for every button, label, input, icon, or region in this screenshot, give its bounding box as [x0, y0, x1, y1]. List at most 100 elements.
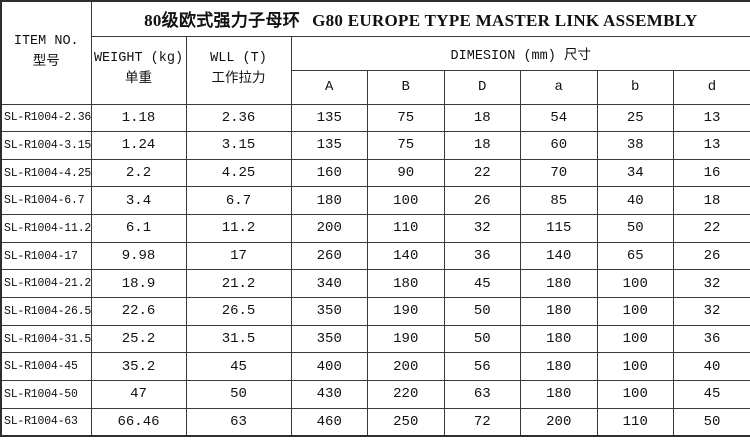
- item-no-cell: SL-R1004-3.15: [0, 131, 92, 160]
- dim-B-cell: 190: [367, 297, 445, 326]
- table-row: SL-R1004-17 9.98 17 260 140 36 140 65 26: [0, 241, 750, 271]
- dim-a-cell: 140: [520, 241, 598, 271]
- dim-d-cell: 13: [673, 103, 750, 133]
- table-row: SL-R1004-11.2 6.1 11.2 200 110 32 115 50…: [0, 214, 750, 243]
- wll-header-en: WLL (T): [210, 51, 267, 67]
- dim-d-cell: 18: [673, 186, 750, 216]
- dim-a-cell: 180: [520, 380, 598, 409]
- wll-cell: 17: [185, 241, 292, 271]
- weight-cell: 9.98: [90, 241, 187, 271]
- weight-header-en: WEIGHT (kg): [93, 51, 184, 67]
- weight-cell: 47: [90, 380, 187, 409]
- item-no-cell: SL-R1004-2.36: [0, 103, 92, 133]
- wll-cell: 3.15: [185, 131, 292, 160]
- dim-d-cell: 32: [673, 269, 750, 299]
- dim-B-cell: 110: [367, 214, 445, 243]
- dim-B-cell: 190: [367, 324, 445, 354]
- item-no-cell: SL-R1004-17: [0, 241, 92, 271]
- table-row: SL-R1004-2.36 1.18 2.36 135 75 18 54 25 …: [0, 103, 750, 133]
- dim-B-cell: 100: [367, 186, 445, 216]
- table-row: SL-R1004-50 47 50 430 220 63 180 100 45: [0, 380, 750, 409]
- dim-a-cell: 54: [520, 103, 598, 133]
- wll-cell: 50: [185, 380, 292, 409]
- dim-b-cell: 110: [596, 407, 674, 437]
- wll-cell: 26.5: [185, 297, 292, 326]
- dim-a-cell: 200: [520, 407, 598, 437]
- dim-col-header-b: b: [596, 69, 674, 105]
- table-row: SL-R1004-26.5 22.6 26.5 350 190 50 180 1…: [0, 297, 750, 326]
- weight-cell: 66.46: [90, 407, 187, 437]
- dim-D-cell: 63: [443, 380, 521, 409]
- dim-D-cell: 22: [443, 158, 521, 188]
- dim-d-cell: 22: [673, 214, 750, 243]
- dim-a-cell: 70: [520, 158, 598, 188]
- dim-D-cell: 56: [443, 352, 521, 382]
- dim-D-cell: 45: [443, 269, 521, 299]
- weight-cell: 6.1: [90, 214, 187, 243]
- dim-b-cell: 100: [596, 297, 674, 326]
- dim-B-cell: 75: [367, 131, 445, 160]
- spec-table-header: ITEM NO. 型号 80级欧式强力子母环 G80 EUROPE TYPE MA…: [0, 0, 750, 105]
- weight-cell: 3.4: [90, 186, 187, 216]
- dim-D-cell: 50: [443, 324, 521, 354]
- dim-d-cell: 40: [673, 352, 750, 382]
- dim-col-header-B: B: [367, 69, 445, 105]
- dim-b-cell: 100: [596, 380, 674, 409]
- dim-d-cell: 26: [673, 241, 750, 271]
- dim-col-header-a: a: [520, 69, 598, 105]
- dim-A-cell: 180: [290, 186, 368, 216]
- wll-cell: 6.7: [185, 186, 292, 216]
- dim-b-cell: 25: [596, 103, 674, 133]
- item-no-cell: SL-R1004-26.5: [0, 297, 92, 326]
- dim-D-cell: 32: [443, 214, 521, 243]
- item-no-header: ITEM NO. 型号: [0, 0, 92, 105]
- item-no-header-en: ITEM NO.: [13, 33, 79, 49]
- dim-A-cell: 350: [290, 324, 368, 354]
- dim-b-cell: 50: [596, 214, 674, 243]
- dim-A-cell: 135: [290, 131, 368, 160]
- dim-D-cell: 50: [443, 297, 521, 326]
- weight-cell: 35.2: [90, 352, 187, 382]
- dim-b-cell: 40: [596, 186, 674, 216]
- item-no-cell: SL-R1004-11.2: [0, 214, 92, 243]
- dim-A-cell: 260: [290, 241, 368, 271]
- dim-A-cell: 350: [290, 297, 368, 326]
- item-no-header-cn: 型号: [32, 54, 60, 70]
- item-no-cell: SL-R1004-45: [0, 352, 92, 382]
- dim-b-cell: 65: [596, 241, 674, 271]
- wll-cell: 4.25: [185, 158, 292, 188]
- dim-D-cell: 26: [443, 186, 521, 216]
- dim-D-cell: 72: [443, 407, 521, 437]
- dim-B-cell: 220: [367, 380, 445, 409]
- dim-B-cell: 75: [367, 103, 445, 133]
- wll-cell: 21.2: [185, 269, 292, 299]
- dim-b-cell: 38: [596, 131, 674, 160]
- dim-b-cell: 100: [596, 352, 674, 382]
- item-no-cell: SL-R1004-50: [0, 380, 92, 409]
- table-row: SL-R1004-3.15 1.24 3.15 135 75 18 60 38 …: [0, 131, 750, 160]
- dim-A-cell: 400: [290, 352, 368, 382]
- weight-cell: 1.24: [90, 131, 187, 160]
- dim-A-cell: 430: [290, 380, 368, 409]
- wll-header: WLL (T) 工作拉力: [185, 35, 292, 105]
- table-row: SL-R1004-31.5 25.2 31.5 350 190 50 180 1…: [0, 324, 750, 354]
- item-no-cell: SL-R1004-4.25: [0, 158, 92, 188]
- table-row: SL-R1004-63 66.46 63 460 250 72 200 110 …: [0, 407, 750, 437]
- dim-col-header-D: D: [443, 69, 521, 105]
- dim-B-cell: 180: [367, 269, 445, 299]
- dim-subcolumn-row: A B D a b d: [1, 69, 750, 105]
- dim-a-cell: 180: [520, 324, 598, 354]
- dim-b-cell: 34: [596, 158, 674, 188]
- dim-col-header-A: A: [290, 69, 368, 105]
- wll-cell: 11.2: [185, 214, 292, 243]
- wll-cell: 2.36: [185, 103, 292, 133]
- dim-B-cell: 200: [367, 352, 445, 382]
- dim-d-cell: 50: [673, 407, 750, 437]
- dim-a-cell: 180: [520, 352, 598, 382]
- weight-cell: 18.9: [90, 269, 187, 299]
- dim-d-cell: 32: [673, 297, 750, 326]
- weight-header: WEIGHT (kg) 单重: [90, 35, 187, 105]
- dim-B-cell: 250: [367, 407, 445, 437]
- table-row: SL-R1004-4.25 2.2 4.25 160 90 22 70 34 1…: [0, 158, 750, 188]
